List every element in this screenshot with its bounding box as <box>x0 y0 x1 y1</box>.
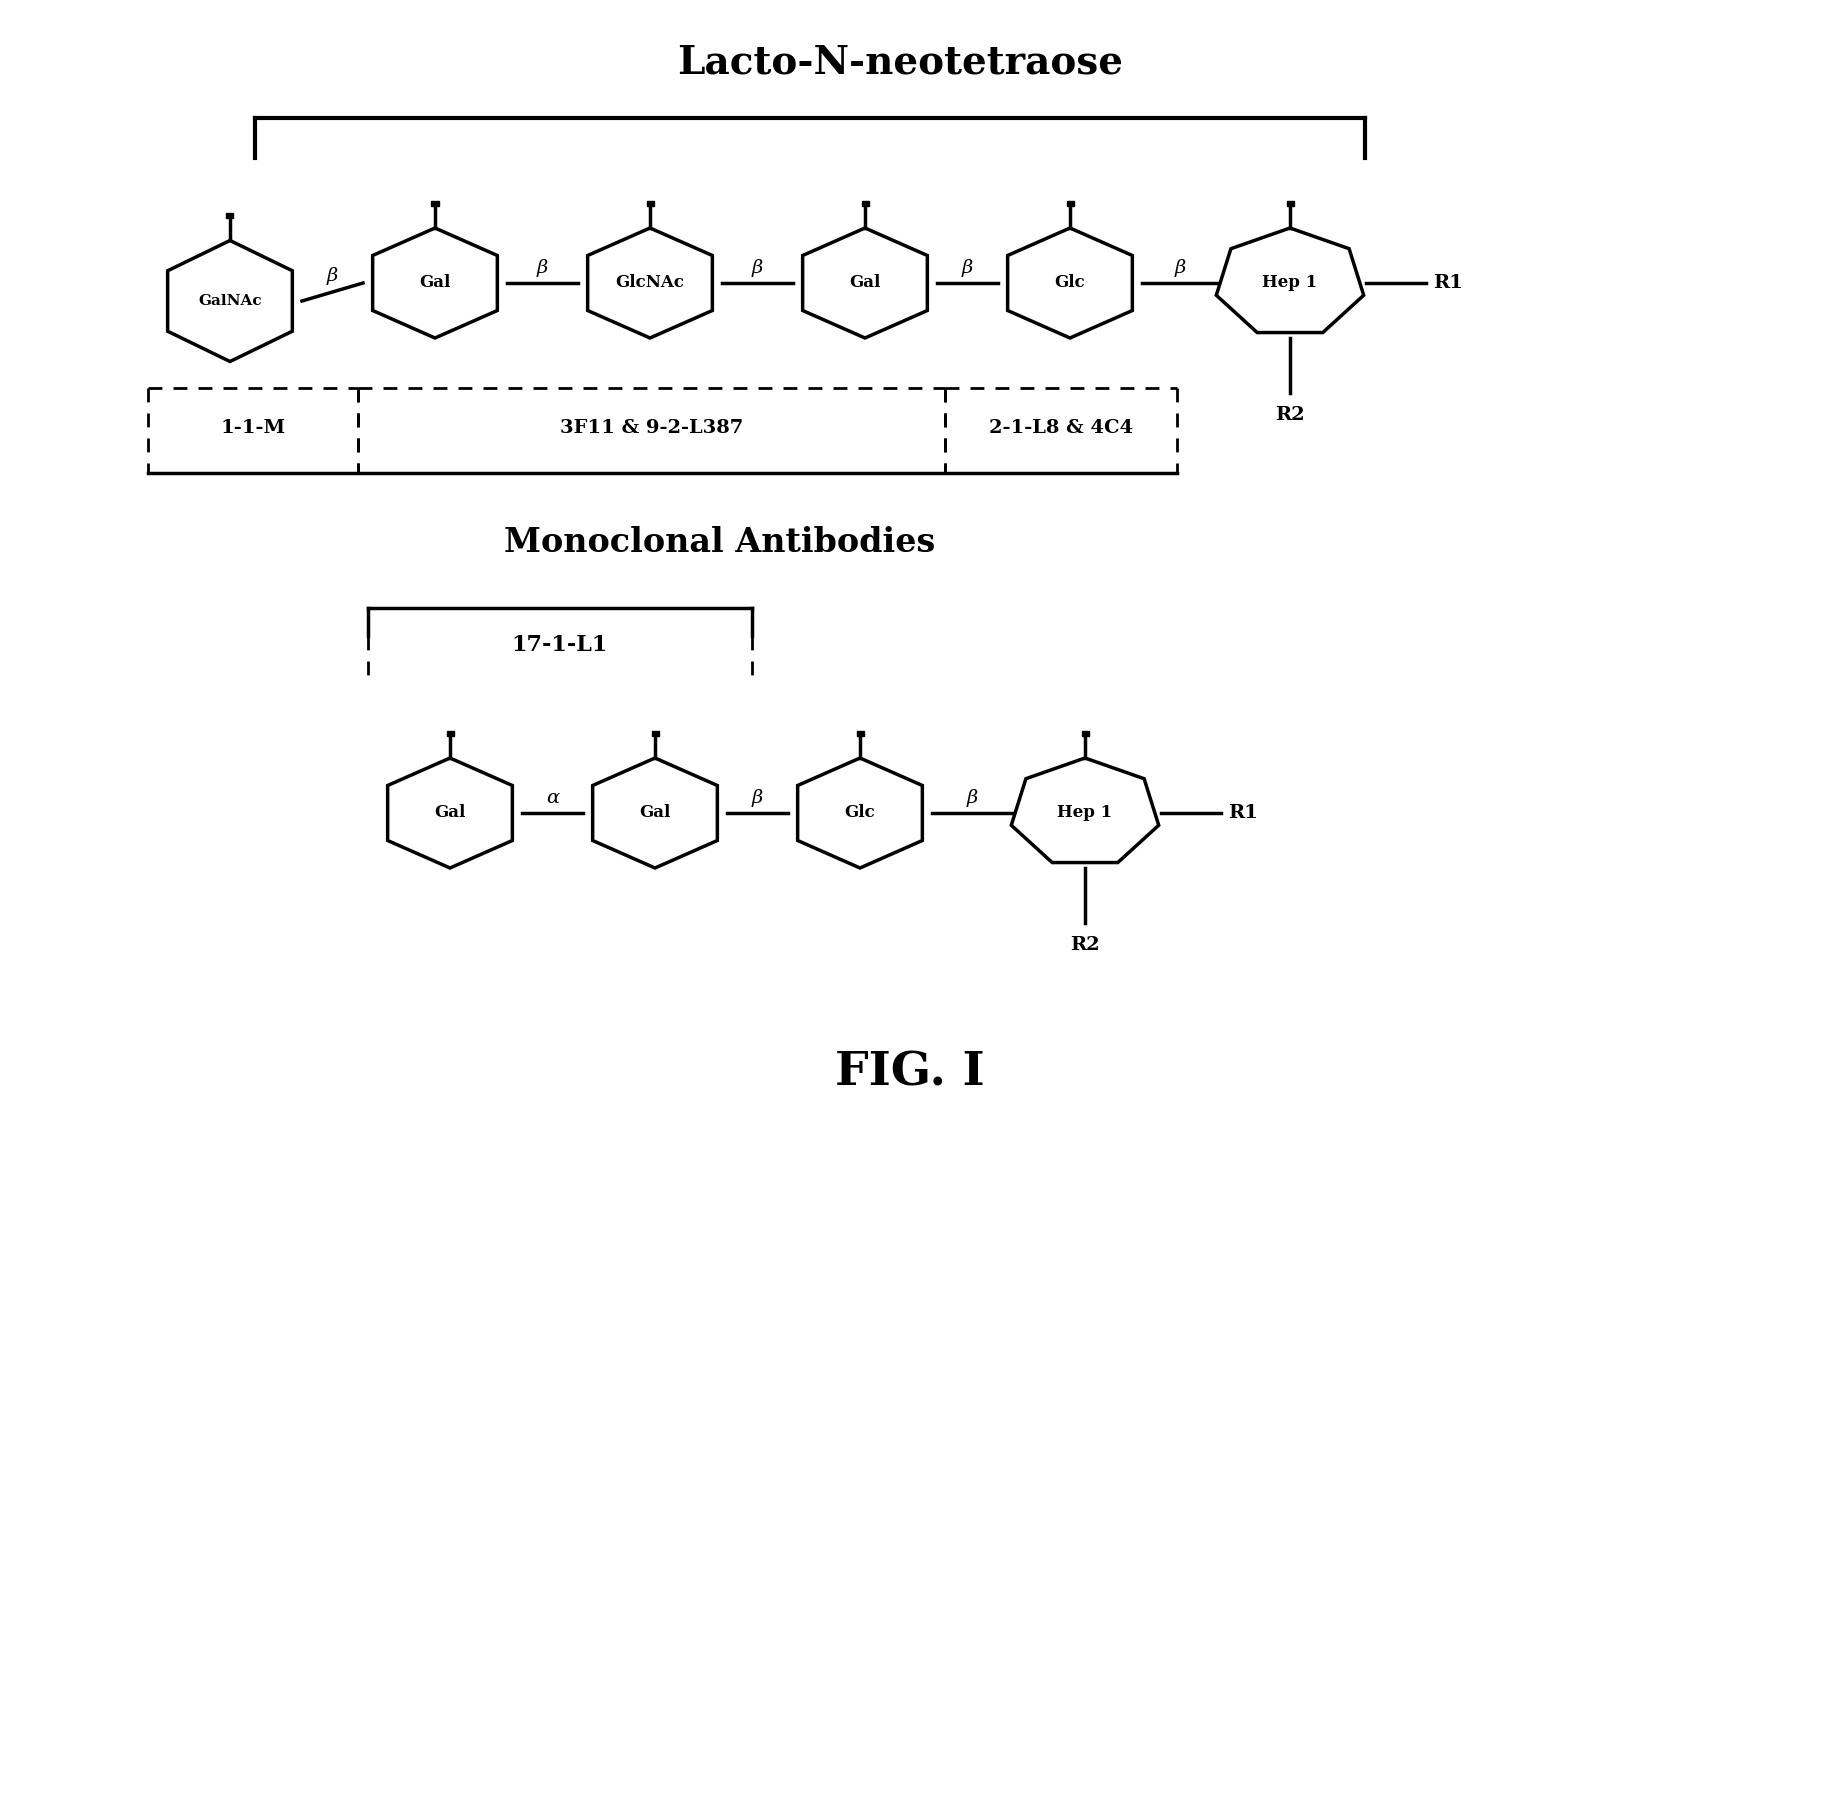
Text: Glc: Glc <box>1055 274 1086 292</box>
Text: Glc: Glc <box>845 805 875 821</box>
Text: β: β <box>326 267 339 285</box>
Bar <box>862 201 869 206</box>
Bar <box>446 732 454 735</box>
Text: R2: R2 <box>1275 405 1305 423</box>
Text: 2-1-L8 & 4C4: 2-1-L8 & 4C4 <box>989 420 1133 437</box>
Polygon shape <box>804 228 927 339</box>
Polygon shape <box>1008 228 1131 339</box>
Text: 17-1-L1: 17-1-L1 <box>512 635 609 656</box>
Text: β: β <box>752 789 763 807</box>
Text: Monoclonal Antibodies: Monoclonal Antibodies <box>505 527 937 559</box>
Bar <box>1066 201 1073 206</box>
Text: Hep 1: Hep 1 <box>1057 805 1113 821</box>
Text: Gal: Gal <box>434 805 466 821</box>
Polygon shape <box>798 758 922 868</box>
Bar <box>1286 201 1294 206</box>
Text: Gal: Gal <box>640 805 670 821</box>
Text: α: α <box>547 789 559 807</box>
Bar <box>647 201 654 206</box>
Text: β: β <box>1175 258 1186 276</box>
Polygon shape <box>388 758 512 868</box>
Polygon shape <box>592 758 718 868</box>
Polygon shape <box>168 240 292 362</box>
Text: β: β <box>537 258 548 276</box>
Text: Gal: Gal <box>849 274 880 292</box>
Text: R1: R1 <box>1228 803 1259 821</box>
Text: 3F11 & 9-2-L387: 3F11 & 9-2-L387 <box>559 420 743 437</box>
Polygon shape <box>589 228 712 339</box>
Text: β: β <box>752 258 763 276</box>
Polygon shape <box>1217 228 1363 332</box>
Text: β: β <box>967 789 978 807</box>
Text: 1-1-M: 1-1-M <box>220 420 286 437</box>
Bar <box>856 732 864 735</box>
Text: Lacto-N-neotetraose: Lacto-N-neotetraose <box>678 45 1122 82</box>
Polygon shape <box>1011 758 1159 862</box>
Text: R1: R1 <box>1434 274 1463 292</box>
Bar <box>226 213 233 219</box>
Text: GlcNAc: GlcNAc <box>616 274 685 292</box>
Bar <box>652 732 658 735</box>
Bar <box>432 201 439 206</box>
Polygon shape <box>374 228 497 339</box>
Text: Gal: Gal <box>419 274 450 292</box>
Text: Hep 1: Hep 1 <box>1263 274 1317 292</box>
Text: FIG. I: FIG. I <box>834 1051 986 1096</box>
Text: GalNAc: GalNAc <box>199 294 262 308</box>
Text: β: β <box>962 258 973 276</box>
Text: R2: R2 <box>1070 936 1100 954</box>
Bar <box>1082 732 1088 735</box>
